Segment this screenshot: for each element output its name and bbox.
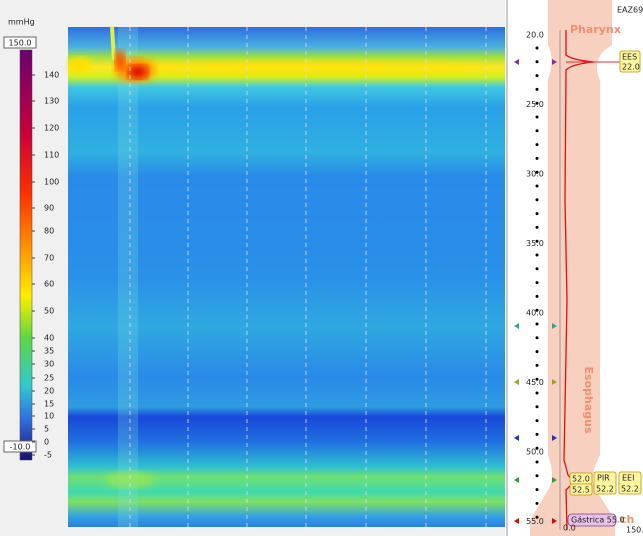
depth-label: 40.0 <box>526 309 544 318</box>
sensor <box>536 254 539 257</box>
sensor <box>536 336 539 339</box>
sensor <box>536 185 539 188</box>
sensor <box>536 74 539 77</box>
min: -10.0 <box>10 443 31 452</box>
sensor <box>536 350 539 353</box>
depth-label: 35.0 <box>526 239 544 248</box>
sensor <box>536 419 539 422</box>
depth-label: 25.0 <box>526 100 544 109</box>
colorbar-label: -5 <box>44 451 52 460</box>
sensor <box>536 281 539 284</box>
colorbar-label: 15 <box>44 400 54 409</box>
profile-min: 0.0 <box>563 524 576 533</box>
colorbar-label: 60 <box>44 280 54 289</box>
depth-label: 45.0 <box>526 378 544 387</box>
sensor <box>536 226 539 229</box>
sensor <box>536 47 539 50</box>
ees-label: EES <box>622 53 637 62</box>
upper-left: 52.0 <box>572 475 590 484</box>
colorbar-label: 0 <box>44 438 49 447</box>
ees-value: 22.0 <box>622 63 640 72</box>
sensor <box>536 392 539 395</box>
colorbar-label: 70 <box>44 254 54 263</box>
sensor <box>536 198 539 201</box>
sensor <box>536 433 539 436</box>
colorbar-label: 35 <box>44 347 54 356</box>
eei-label: EEI <box>622 474 634 483</box>
sensor <box>536 323 539 326</box>
heatmap <box>68 27 505 527</box>
colorbar-label: 80 <box>44 227 54 236</box>
colorbar-label: 130 <box>44 97 59 106</box>
colorbar-label: 100 <box>44 178 59 187</box>
sensor <box>536 60 539 63</box>
sensor <box>536 157 539 160</box>
pharynx: Pharynx <box>570 23 621 36</box>
unit: mmHg <box>8 18 35 27</box>
colorbar-label: 120 <box>44 124 59 133</box>
colorbar-label: 140 <box>44 71 59 80</box>
colorbar-label: 40 <box>44 334 54 343</box>
sensor <box>536 364 539 367</box>
manometry-screen: mmHg 150.0 -10.0 14013012011010090807060… <box>0 0 643 536</box>
depth-label: 20.0 <box>526 31 544 40</box>
sensor <box>536 474 539 477</box>
lower-left: 52.5 <box>572 486 590 495</box>
colorbar-label: 10 <box>44 412 54 421</box>
pir-value: 52.2 <box>596 485 614 494</box>
sensor <box>536 405 539 408</box>
sensor <box>536 502 539 505</box>
colorbar-label: 20 <box>44 387 54 396</box>
sensor <box>536 143 539 146</box>
colorbar-label: 110 <box>44 151 59 160</box>
sensor <box>536 129 539 132</box>
sensor <box>536 295 539 298</box>
colorbar-label: 90 <box>44 204 54 213</box>
colorbar-label: 30 <box>44 360 54 369</box>
colorbar <box>20 50 32 460</box>
sensor <box>536 116 539 119</box>
sensor <box>536 267 539 270</box>
sensor <box>536 488 539 491</box>
depth-label: 30.0 <box>526 170 544 179</box>
gastric: Gástrica 55.0 <box>571 516 625 525</box>
esophagus: Esophagus <box>582 367 595 434</box>
colorbar-label: 5 <box>44 425 49 434</box>
profile-max: 150.0 <box>626 526 643 535</box>
patient-id: EAZ695 <box>617 6 643 15</box>
eei-value: 52.2 <box>621 485 639 494</box>
sensor <box>536 212 539 215</box>
colorbar-label: 25 <box>44 374 54 383</box>
depth-label: 55.0 <box>526 517 544 526</box>
pir-label: PIR <box>597 474 610 483</box>
max: 150.0 <box>9 39 32 48</box>
sensor <box>536 88 539 91</box>
depth-label: 50.0 <box>526 448 544 457</box>
sensor <box>536 461 539 464</box>
colorbar-label: 50 <box>44 307 54 316</box>
